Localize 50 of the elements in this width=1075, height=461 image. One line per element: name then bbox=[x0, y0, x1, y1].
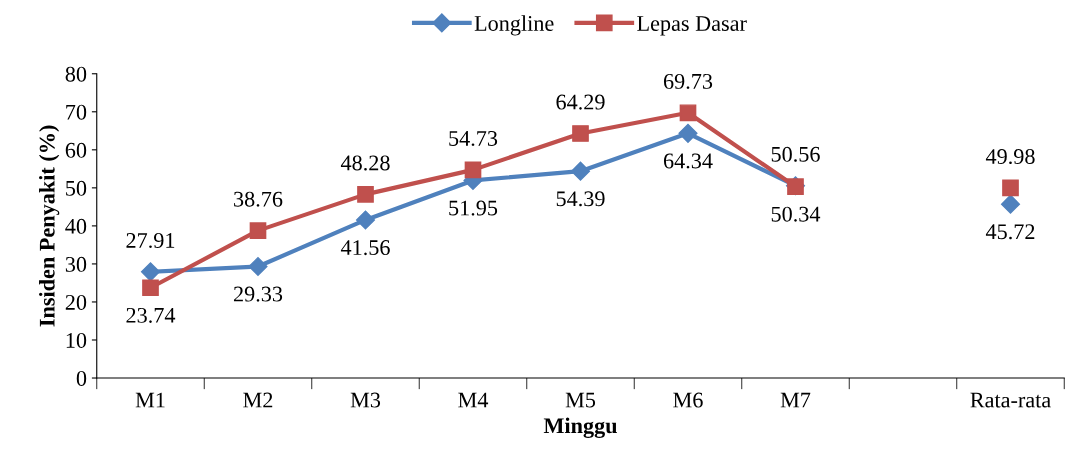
point bbox=[464, 161, 482, 179]
point bbox=[1000, 194, 1021, 214]
data-label: 29.33 bbox=[233, 286, 283, 302]
data-label: 64.29 bbox=[556, 94, 605, 110]
point bbox=[249, 222, 267, 239]
x-tick-label: M6 bbox=[673, 392, 703, 408]
y-tick-label: 60 bbox=[65, 142, 87, 158]
data-label: 49.98 bbox=[985, 148, 1035, 165]
point bbox=[355, 210, 376, 230]
point bbox=[1002, 179, 1019, 197]
x-tick-label: Rata-rata bbox=[970, 392, 1051, 408]
data-label: 51.95 bbox=[449, 200, 498, 216]
point bbox=[248, 256, 268, 277]
data-label: 50.56 bbox=[771, 146, 820, 162]
point bbox=[357, 186, 374, 203]
point bbox=[679, 104, 697, 122]
legend-label: Longline bbox=[474, 15, 554, 36]
y-tick-label: 10 bbox=[66, 332, 87, 348]
x-tick-label: M3 bbox=[350, 392, 381, 408]
point bbox=[678, 123, 698, 143]
x-axis-title: Minggu bbox=[543, 417, 617, 438]
data-label: 38.76 bbox=[234, 191, 283, 207]
data-label: 50.34 bbox=[771, 206, 821, 222]
data-label: 69.73 bbox=[663, 73, 713, 89]
data-label: 27.91 bbox=[126, 232, 175, 249]
y-tick-label: 80 bbox=[65, 66, 87, 82]
point bbox=[572, 125, 589, 142]
x-tick-label: M7 bbox=[780, 392, 811, 408]
x-tick-label: M4 bbox=[458, 392, 489, 408]
data-label: 45.72 bbox=[985, 224, 1035, 240]
data-label: 54.39 bbox=[556, 191, 605, 207]
data-label: 23.74 bbox=[126, 307, 176, 323]
y-tick-label: 0 bbox=[76, 370, 87, 386]
x-tick-label: M2 bbox=[243, 392, 273, 408]
y-tick-label: 20 bbox=[65, 294, 87, 310]
point bbox=[142, 279, 159, 297]
legend-label: Lepas Dasar bbox=[637, 16, 747, 36]
y-tick-label: 50 bbox=[66, 180, 87, 196]
y-tick-label: 30 bbox=[65, 256, 87, 272]
data-label: 54.73 bbox=[449, 130, 498, 147]
point bbox=[570, 161, 591, 181]
x-tick-label: M5 bbox=[565, 392, 596, 408]
y-tick-label: 70 bbox=[66, 104, 87, 120]
data-label: 48.28 bbox=[340, 155, 390, 171]
x-tick-label: M1 bbox=[135, 392, 165, 408]
point bbox=[140, 262, 161, 282]
y-tick-label: 40 bbox=[65, 218, 87, 234]
data-label: 41.56 bbox=[340, 240, 390, 256]
data-label: 64.34 bbox=[663, 153, 713, 169]
y-axis-title: Insiden Penyakit (%) bbox=[39, 125, 60, 327]
